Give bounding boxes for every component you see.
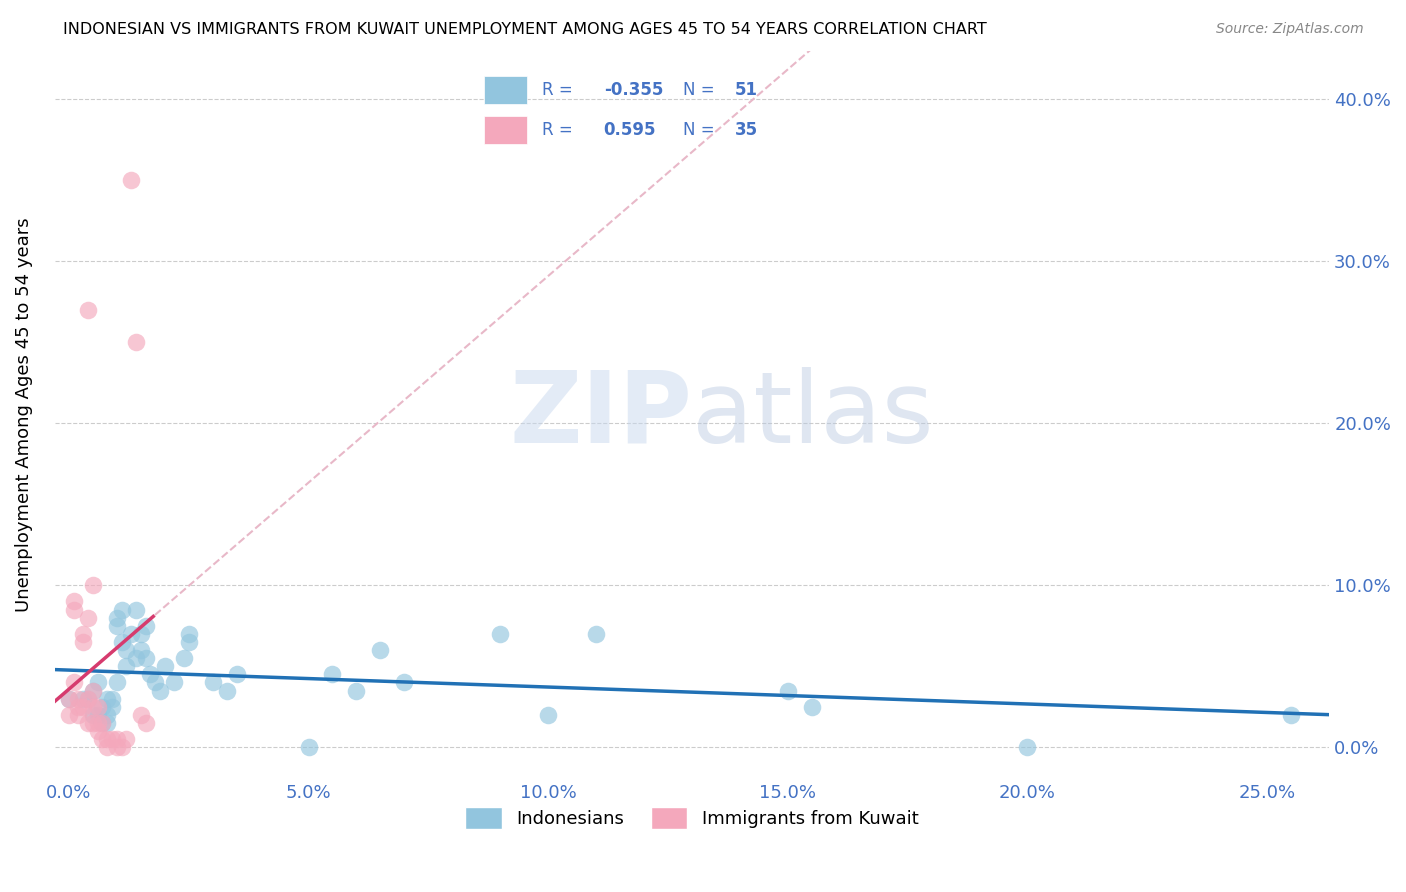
Point xyxy=(1017,740,1039,755)
Point xyxy=(135,715,157,730)
Point xyxy=(105,610,128,624)
Point xyxy=(173,651,195,665)
Point xyxy=(370,643,392,657)
Point xyxy=(91,699,114,714)
Point xyxy=(96,715,118,730)
Point xyxy=(86,715,108,730)
Point xyxy=(101,732,124,747)
Point xyxy=(120,627,142,641)
Text: ZIP: ZIP xyxy=(509,367,692,464)
Point xyxy=(135,651,157,665)
Point xyxy=(62,594,84,608)
Point xyxy=(82,715,104,730)
Point xyxy=(72,635,94,649)
Point xyxy=(139,667,162,681)
Point xyxy=(105,675,128,690)
Text: INDONESIAN VS IMMIGRANTS FROM KUWAIT UNEMPLOYMENT AMONG AGES 45 TO 54 YEARS CORR: INDONESIAN VS IMMIGRANTS FROM KUWAIT UNE… xyxy=(63,22,987,37)
Point xyxy=(105,740,128,755)
Point xyxy=(82,683,104,698)
Point xyxy=(101,699,124,714)
Point xyxy=(177,627,200,641)
Point xyxy=(91,715,114,730)
Point xyxy=(120,173,142,187)
Point xyxy=(96,707,118,722)
Point xyxy=(105,732,128,747)
Point xyxy=(129,707,152,722)
Y-axis label: Unemployment Among Ages 45 to 54 years: Unemployment Among Ages 45 to 54 years xyxy=(15,218,32,613)
Point xyxy=(96,740,118,755)
Point xyxy=(82,707,104,722)
Point xyxy=(86,675,108,690)
Point xyxy=(96,691,118,706)
Point xyxy=(86,724,108,739)
Point xyxy=(101,691,124,706)
Point xyxy=(72,627,94,641)
Point xyxy=(67,707,90,722)
Point xyxy=(77,610,100,624)
Point xyxy=(82,699,104,714)
Point xyxy=(129,627,152,641)
Point xyxy=(800,699,823,714)
Point xyxy=(58,707,80,722)
Text: atlas: atlas xyxy=(692,367,934,464)
Point xyxy=(537,707,560,722)
Point xyxy=(77,715,100,730)
Point xyxy=(111,602,134,616)
Point xyxy=(153,659,176,673)
Point xyxy=(72,691,94,706)
Point xyxy=(125,602,148,616)
Point xyxy=(346,683,368,698)
Point xyxy=(115,643,138,657)
Point xyxy=(1279,707,1302,722)
Text: Source: ZipAtlas.com: Source: ZipAtlas.com xyxy=(1216,22,1364,37)
Point xyxy=(143,675,166,690)
Point xyxy=(96,732,118,747)
Point xyxy=(177,635,200,649)
Point xyxy=(215,683,238,698)
Point xyxy=(135,618,157,632)
Legend: Indonesians, Immigrants from Kuwait: Indonesians, Immigrants from Kuwait xyxy=(458,800,925,836)
Point xyxy=(82,683,104,698)
Point xyxy=(201,675,224,690)
Point xyxy=(67,691,90,706)
Point xyxy=(67,699,90,714)
Point xyxy=(91,715,114,730)
Point xyxy=(77,691,100,706)
Point xyxy=(111,635,134,649)
Point xyxy=(585,627,607,641)
Point xyxy=(72,699,94,714)
Point xyxy=(394,675,416,690)
Point xyxy=(58,691,80,706)
Point xyxy=(321,667,343,681)
Point xyxy=(125,335,148,350)
Point xyxy=(776,683,799,698)
Point xyxy=(82,578,104,592)
Point xyxy=(297,740,319,755)
Point xyxy=(225,667,247,681)
Point xyxy=(489,627,512,641)
Point xyxy=(129,643,152,657)
Point xyxy=(86,699,108,714)
Point xyxy=(86,707,108,722)
Point xyxy=(77,691,100,706)
Point xyxy=(149,683,172,698)
Point xyxy=(91,732,114,747)
Point xyxy=(115,732,138,747)
Point xyxy=(111,740,134,755)
Point xyxy=(62,675,84,690)
Point xyxy=(105,618,128,632)
Point xyxy=(115,659,138,673)
Point xyxy=(125,651,148,665)
Point xyxy=(163,675,186,690)
Point xyxy=(77,302,100,317)
Point xyxy=(58,691,80,706)
Point xyxy=(62,602,84,616)
